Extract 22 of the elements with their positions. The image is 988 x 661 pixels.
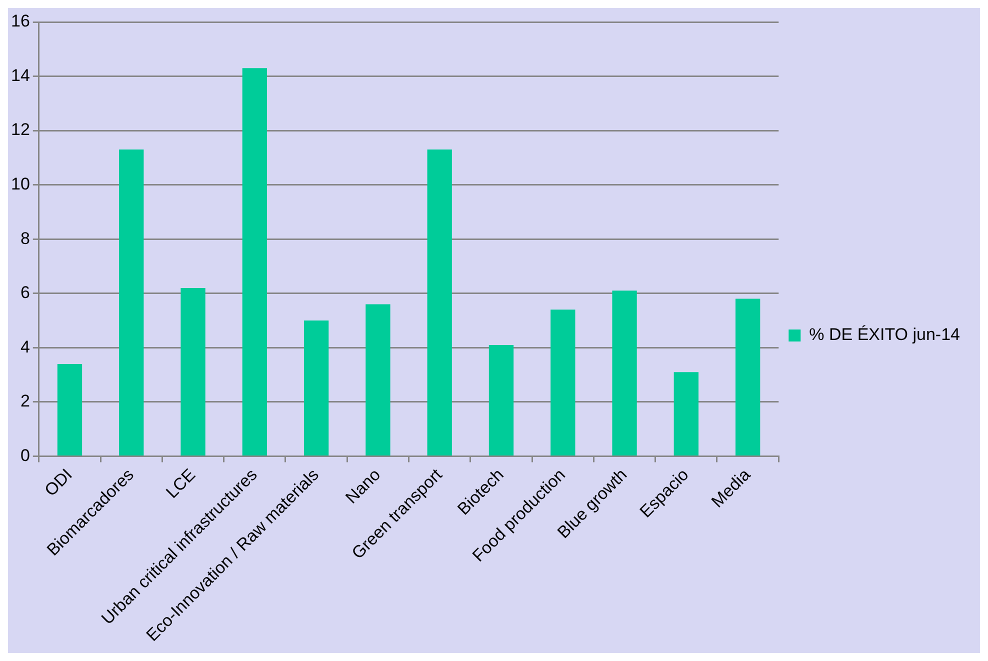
bar <box>57 364 82 456</box>
bar <box>612 290 637 456</box>
bar <box>366 304 390 456</box>
y-tick-label: 8 <box>20 228 30 248</box>
y-tick-label: 4 <box>20 337 30 356</box>
y-tick-label: 16 <box>10 12 30 31</box>
y-tick-label: 14 <box>10 66 30 85</box>
bar <box>674 372 699 456</box>
y-tick-label: 10 <box>10 174 30 194</box>
bar <box>242 68 267 456</box>
legend-label: % DE ÉXITO jun-14 <box>809 325 960 344</box>
bar <box>180 288 206 456</box>
bar <box>550 310 576 456</box>
bar <box>304 320 329 456</box>
y-tick-label: 2 <box>20 392 30 411</box>
y-tick-label: 12 <box>10 120 30 140</box>
bar <box>488 344 514 456</box>
bar <box>119 150 144 456</box>
y-tick-label: 0 <box>20 446 30 465</box>
y-tick-label: 6 <box>20 283 30 302</box>
bar <box>735 298 760 456</box>
bar <box>427 150 452 456</box>
